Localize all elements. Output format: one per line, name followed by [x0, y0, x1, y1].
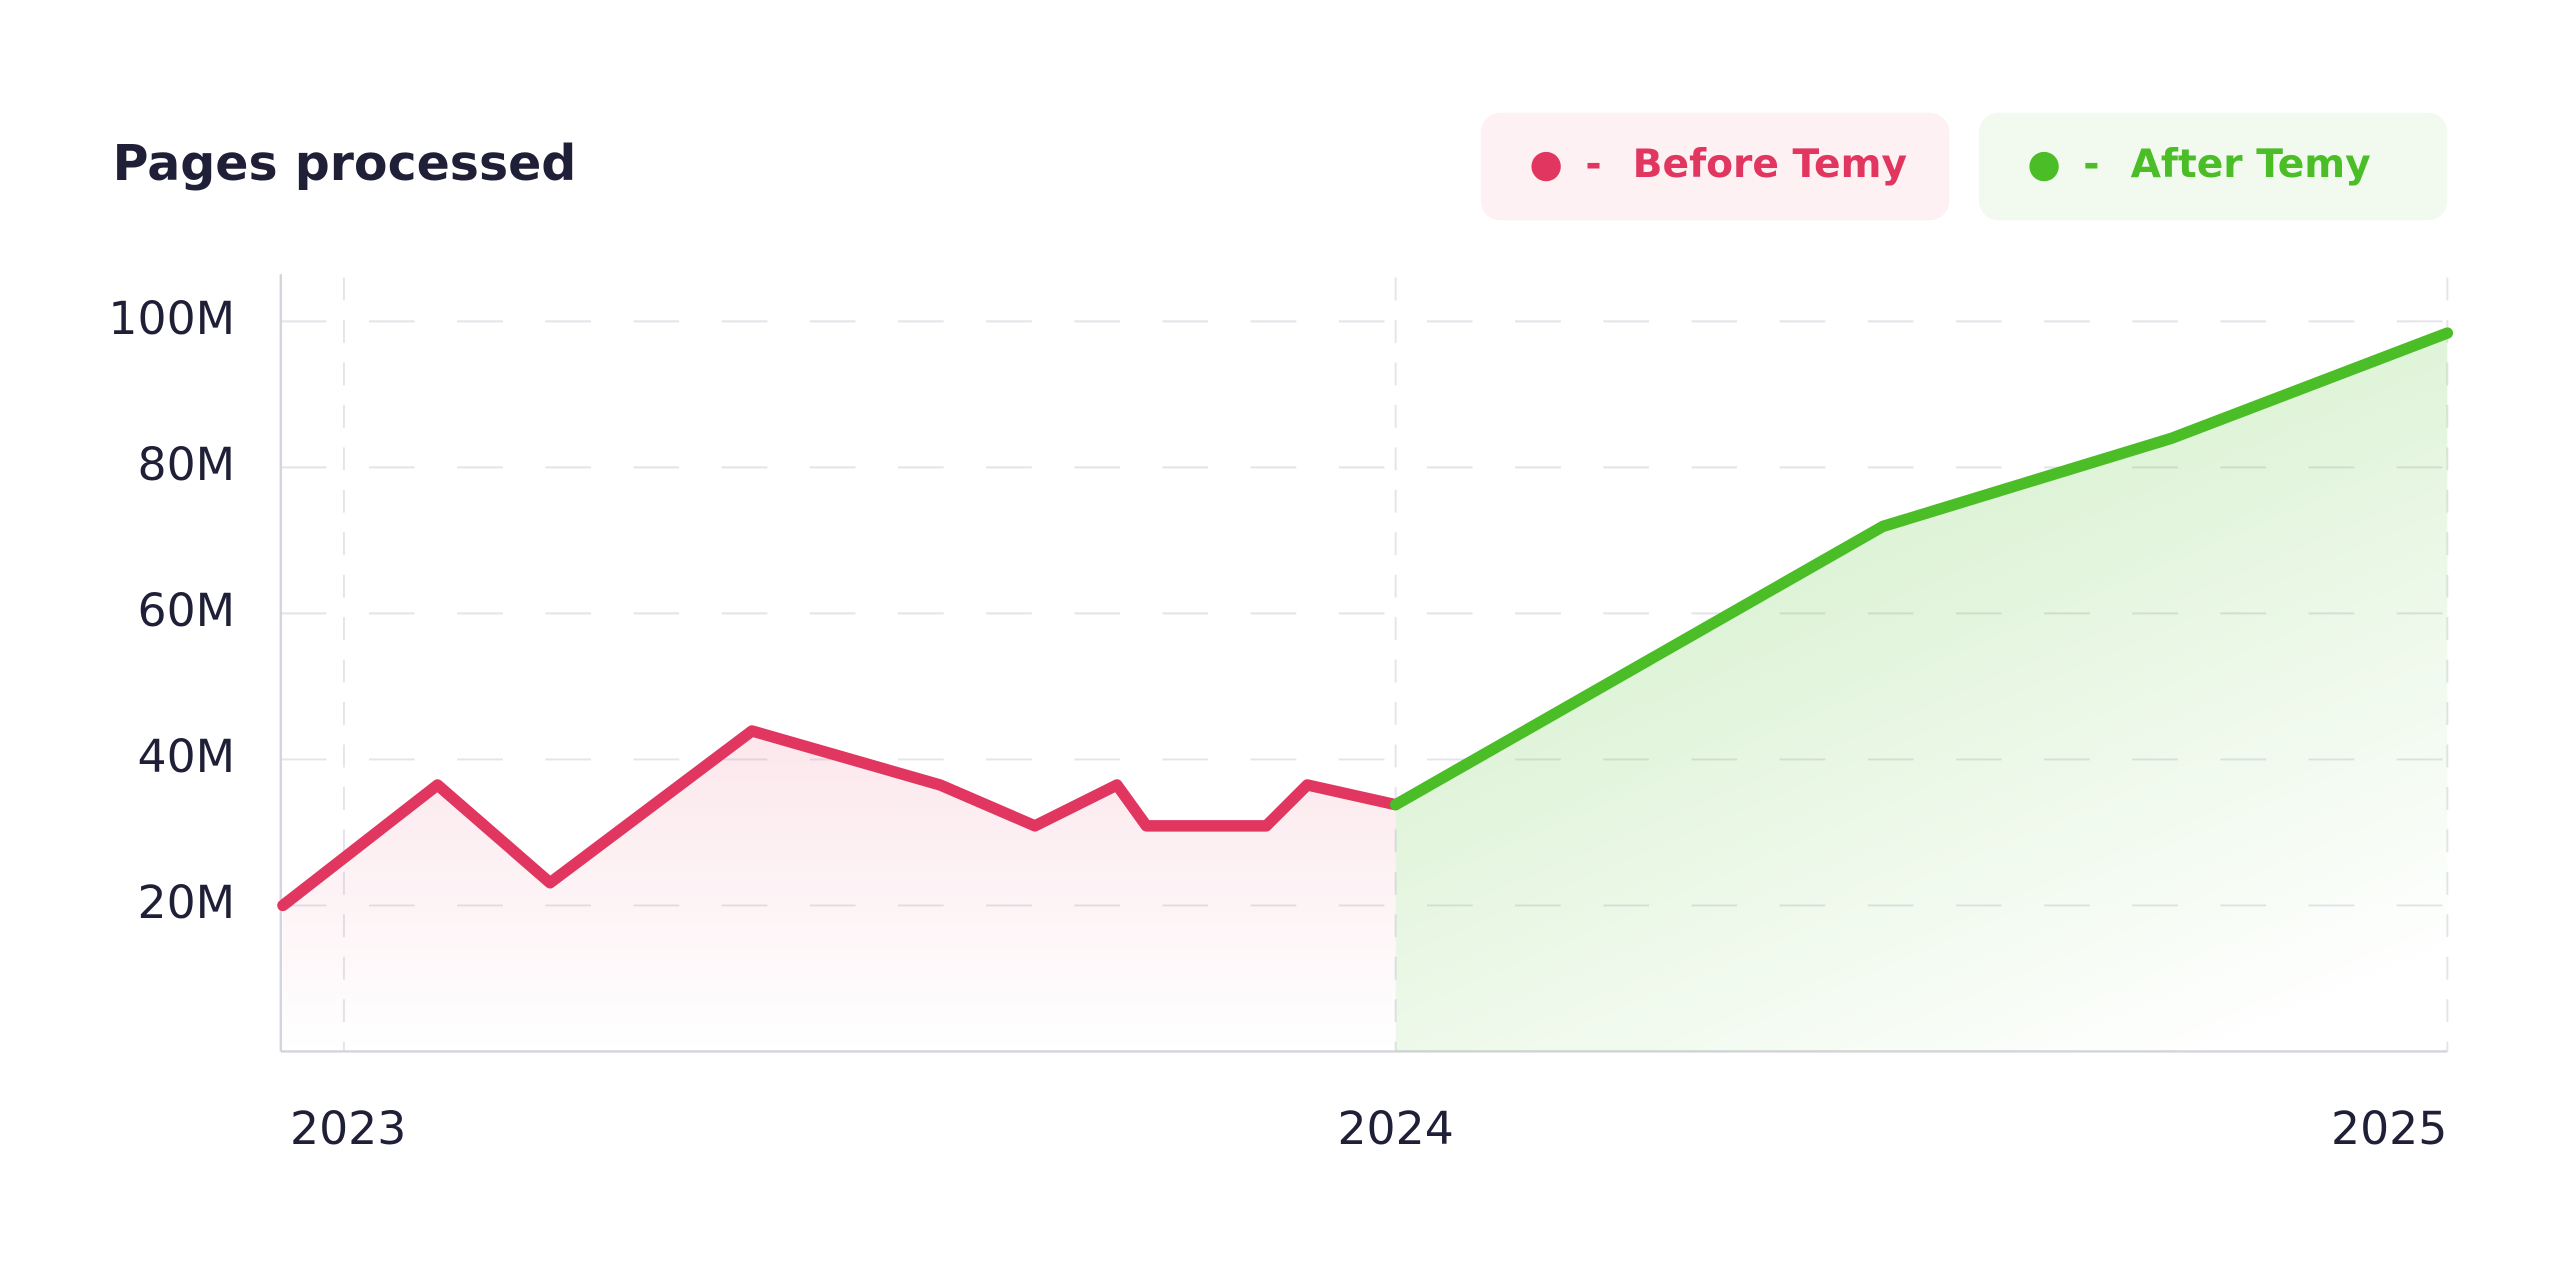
y-tick-label: 80M [138, 438, 236, 491]
legend-label: Before Temy [1633, 142, 1907, 187]
legend-item [1480, 112, 1950, 221]
x-tick-label: 2025 [2331, 1102, 2447, 1155]
y-tick-label: 60M [138, 584, 236, 637]
legend-item [1978, 112, 2448, 221]
legend-dot [2029, 151, 2059, 182]
legend-label: After Temy [2131, 142, 2371, 187]
area [282, 730, 1396, 1052]
x-tick-label: 2024 [1337, 1102, 1453, 1155]
line [277, 725, 1402, 912]
x-tick-label: 2023 [290, 1102, 406, 1155]
chart-title: Pages processed [113, 135, 577, 192]
y-tick-label: 20M [138, 876, 236, 929]
line [1389, 327, 2454, 811]
legend-separator: - [1585, 142, 1601, 187]
legend-dot [1531, 151, 1561, 182]
y-tick-label: 40M [138, 730, 236, 783]
legend-separator: - [2083, 142, 2099, 187]
y-tick-label: 100M [108, 292, 235, 345]
area [1395, 333, 2448, 1052]
